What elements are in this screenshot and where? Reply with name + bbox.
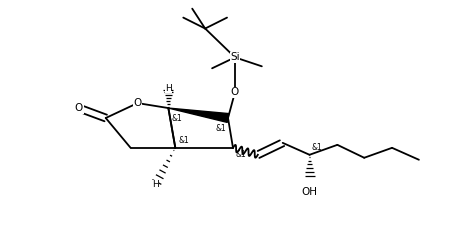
Text: H: H bbox=[165, 84, 172, 93]
Text: H: H bbox=[152, 180, 159, 189]
Text: &1: &1 bbox=[215, 124, 226, 133]
Text: O: O bbox=[134, 98, 142, 108]
Polygon shape bbox=[168, 108, 229, 123]
Text: &1: &1 bbox=[236, 150, 247, 159]
Text: &1: &1 bbox=[311, 143, 322, 152]
Text: &1: &1 bbox=[171, 114, 182, 123]
Text: Si: Si bbox=[230, 52, 240, 62]
Text: OH: OH bbox=[302, 187, 317, 197]
Text: &1: &1 bbox=[178, 136, 189, 145]
Text: O: O bbox=[231, 87, 239, 97]
Text: O: O bbox=[75, 103, 83, 113]
